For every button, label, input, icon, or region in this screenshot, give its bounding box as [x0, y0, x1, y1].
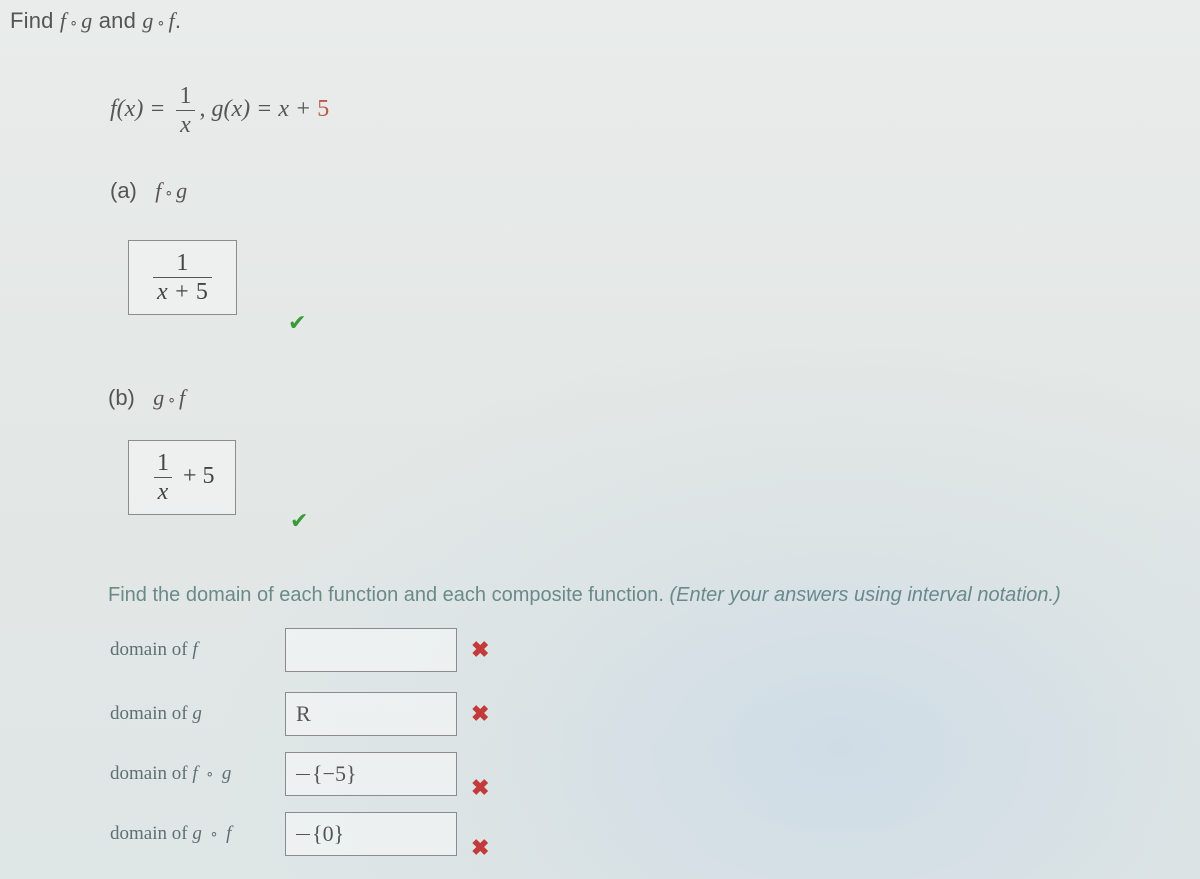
lbl-f: f	[226, 823, 231, 844]
answer-b-den: x	[154, 477, 173, 504]
lbl-pre: domain of	[110, 703, 192, 724]
title-suffix: .	[175, 8, 181, 33]
row-domain-g: domain of g R ✖	[110, 688, 489, 740]
answer-b-frac: 1 x	[153, 451, 173, 504]
check-icon: ✔	[288, 310, 306, 336]
compose-icon: ∘	[164, 391, 179, 407]
title-prefix: Find	[10, 8, 60, 33]
answer-b-c: 5	[203, 463, 215, 489]
title-fg-g: g	[81, 8, 92, 33]
input-domain-g[interactable]: R	[285, 692, 457, 736]
answer-a-den-l: x +	[157, 279, 196, 305]
part-a-g: g	[176, 178, 187, 203]
x-icon: ✖	[471, 775, 489, 801]
label-domain-gof: domain of g ∘ f	[110, 823, 285, 845]
x-icon: ✖	[471, 637, 489, 663]
lbl-pre: domain of	[110, 639, 192, 660]
part-a-label: (a) f∘g	[110, 178, 187, 204]
answer-a-den: x + 5	[153, 277, 212, 304]
lbl-g: g	[222, 763, 232, 784]
lbl-pre: domain of	[110, 823, 192, 844]
row-domain-f: domain of f ✖	[110, 624, 489, 676]
part-b-g: g	[153, 385, 164, 410]
check-icon: ✔	[290, 508, 308, 534]
compose-icon: ∘	[66, 14, 81, 30]
lbl-pre: domain of	[110, 763, 192, 784]
problem-statement: f(x) = 1 x , g(x) = x + 5	[110, 84, 329, 137]
answer-a-frac: 1 x + 5	[153, 251, 212, 304]
answer-b-num: 1	[153, 451, 173, 477]
answer-a-den-r: 5	[196, 279, 208, 305]
f-lhs: f(x) =	[110, 96, 172, 122]
answer-a-num: 1	[172, 251, 192, 277]
g-const: 5	[317, 96, 329, 122]
label-domain-fog: domain of f ∘ g	[110, 763, 285, 785]
lbl-fn: g	[192, 703, 202, 724]
value-num: 0	[323, 821, 334, 847]
input-domain-gof[interactable]: {0}	[285, 812, 457, 856]
instruction-main: Find the domain of each function and eac…	[108, 584, 669, 606]
brace-close: }	[334, 821, 345, 847]
answer-b-op: +	[177, 463, 203, 489]
input-domain-fog[interactable]: {−5}	[285, 752, 457, 796]
value-num: −5	[323, 761, 346, 787]
label-domain-f: domain of f	[110, 639, 285, 661]
lbl-g: g	[192, 823, 202, 844]
x-icon: ✖	[471, 701, 489, 727]
fraction: 1 x	[176, 84, 196, 137]
compose-icon: ∘	[202, 767, 217, 782]
answer-b-box[interactable]: 1 x + 5	[128, 440, 236, 515]
lbl-f: f	[192, 763, 197, 784]
part-b-label: (b) g∘f	[108, 385, 185, 411]
brace-open: {	[312, 761, 323, 787]
title-gf-g: g	[142, 8, 153, 33]
brace-open: {	[312, 821, 323, 847]
value-domain-g: R	[296, 701, 311, 727]
frac-num: 1	[176, 84, 196, 110]
compose-icon: ∘	[161, 184, 176, 200]
row-domain-gof: domain of g ∘ f {0} ✖	[110, 808, 489, 860]
input-domain-f[interactable]	[285, 628, 457, 672]
brace-close: }	[346, 761, 357, 787]
g-lhs: g(x) = x +	[212, 96, 318, 122]
part-a-tag: (a)	[110, 178, 137, 203]
lbl-fn: f	[192, 639, 197, 660]
frac-den: x	[176, 110, 195, 137]
part-b-tag: (b)	[108, 385, 135, 410]
minus-icon	[296, 774, 310, 775]
sep: ,	[200, 96, 212, 122]
compose-icon: ∘	[154, 14, 169, 30]
compose-icon: ∘	[207, 827, 222, 842]
instruction-text: Find the domain of each function and eac…	[108, 584, 1061, 607]
title-mid: and	[99, 8, 143, 33]
label-domain-g: domain of g	[110, 703, 285, 725]
instruction-hint: (Enter your answers using interval notat…	[669, 584, 1060, 606]
page-title: Find f∘g and g∘f.	[10, 8, 181, 34]
answer-a-box[interactable]: 1 x + 5	[128, 240, 237, 315]
row-domain-fog: domain of f ∘ g {−5} ✖	[110, 748, 489, 800]
x-icon: ✖	[471, 835, 489, 861]
minus-icon	[296, 834, 310, 835]
part-b-f: f	[179, 385, 185, 410]
